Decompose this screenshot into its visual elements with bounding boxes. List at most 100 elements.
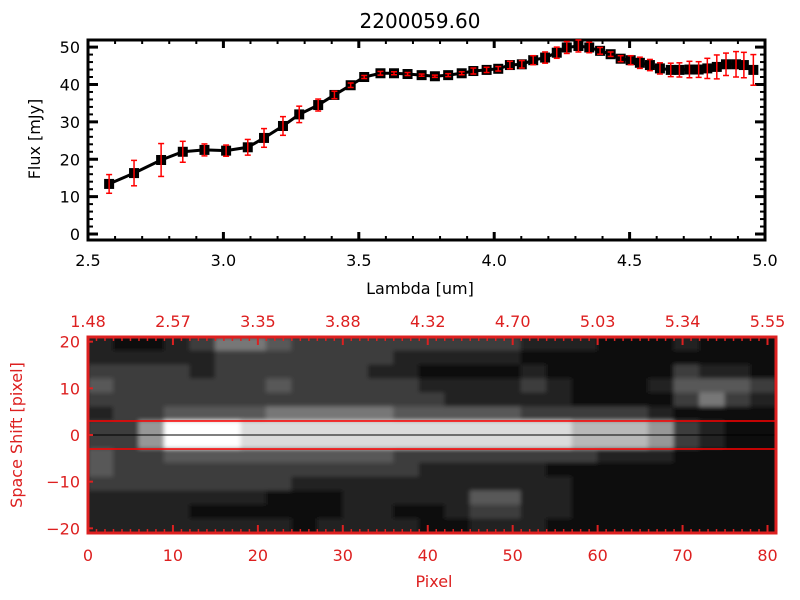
heatmap-cell <box>699 490 726 506</box>
error-bar <box>261 127 268 149</box>
heatmap-cell <box>597 364 624 380</box>
heatmap-cell <box>520 364 548 380</box>
heatmap-cell <box>571 406 599 422</box>
error-bar <box>404 71 411 77</box>
heatmap-cell <box>138 448 165 464</box>
top-x-tick-label: 4.32 <box>410 312 446 331</box>
heatmap-cell <box>342 337 369 352</box>
heatmap-cell <box>495 350 522 366</box>
heatmap-cell <box>163 350 191 366</box>
heatmap-cell <box>112 448 140 464</box>
heatmap-cell <box>265 476 293 492</box>
heatmap-cell <box>622 434 650 450</box>
heatmap-cell <box>699 337 726 352</box>
heatmap-cell <box>622 504 650 520</box>
heatmap-cell <box>88 518 114 533</box>
bottom-x-axis-label: Pixel <box>415 572 452 591</box>
heatmap-cell <box>240 490 267 506</box>
heatmap-cell <box>265 518 293 533</box>
heatmap-cell <box>214 462 242 478</box>
heatmap-cell <box>265 364 293 380</box>
heatmap-cell <box>520 490 548 506</box>
heatmap-cell <box>342 518 369 533</box>
heatmap-cell <box>367 420 395 436</box>
heatmap-cell <box>367 378 395 394</box>
heatmap-cell <box>622 378 650 394</box>
heatmap-cell <box>393 518 420 533</box>
heatmap-cell <box>469 378 497 394</box>
error-bar <box>530 54 537 66</box>
heatmap-cell <box>597 518 624 533</box>
heatmap-cell <box>163 448 191 464</box>
top-x-tick-label: 1.48 <box>70 312 106 331</box>
heatmap-cell <box>342 420 369 436</box>
heatmap-cell <box>88 490 114 506</box>
heatmap-cell <box>316 434 344 450</box>
error-bar <box>244 138 251 156</box>
heatmap-cell <box>163 504 191 520</box>
heatmap-cell <box>88 337 114 352</box>
heatmap-cell <box>750 337 776 352</box>
heatmap-cell <box>750 350 776 366</box>
heatmap-cell <box>546 462 573 478</box>
heatmap-cell <box>138 518 165 533</box>
x-tick-label: 30 <box>333 546 353 565</box>
heatmap-cell <box>214 406 242 422</box>
x-tick-label: 40 <box>418 546 438 565</box>
heatmap-cell <box>520 518 548 533</box>
heatmap-cell <box>342 392 369 408</box>
top-x-tick-label: 5.03 <box>580 312 616 331</box>
heatmap-cell <box>367 476 395 492</box>
heatmap-cell <box>571 350 599 366</box>
error-bar <box>586 41 593 54</box>
heatmap-cell <box>520 420 548 436</box>
heatmap-cell <box>163 476 191 492</box>
heatmap-cell <box>495 504 522 520</box>
heatmap-cell <box>316 364 344 380</box>
error-bar <box>179 140 186 163</box>
x-tick-label: 10 <box>163 546 183 565</box>
heatmap-cell <box>138 490 165 506</box>
heatmap-cell <box>495 490 522 506</box>
x-tick-label: 0 <box>83 546 93 565</box>
heatmap-cell <box>469 392 497 408</box>
error-bar <box>713 54 720 80</box>
heatmap-cell <box>112 350 140 366</box>
x-tick-label: 80 <box>757 546 777 565</box>
heatmap-cell <box>673 420 701 436</box>
heatmap-cell <box>597 490 624 506</box>
x-tick-label: 3.0 <box>211 251 236 270</box>
heatmap-cell <box>240 350 267 366</box>
heatmap-cell <box>342 476 369 492</box>
heatmap-cell <box>495 392 522 408</box>
error-bar <box>695 60 702 79</box>
heatmap-cell <box>750 392 776 408</box>
heatmap-cell <box>214 504 242 520</box>
heatmap-cell <box>648 350 675 366</box>
heatmap-cell <box>495 337 522 352</box>
heatmap-cell <box>189 364 216 380</box>
heatmap-cell <box>240 378 267 394</box>
top-x-tick-label: 4.70 <box>495 312 531 331</box>
heatmap-cell <box>138 350 165 366</box>
heatmap-cell <box>724 518 752 533</box>
error-bar <box>470 67 477 75</box>
error-bar <box>656 62 663 75</box>
heatmap-cell <box>163 490 191 506</box>
heatmap-cell <box>393 420 420 436</box>
heatmap-cell <box>699 392 726 408</box>
heatmap-cell <box>444 434 471 450</box>
error-bar <box>667 62 674 78</box>
heatmap-cell <box>291 504 318 520</box>
heatmap-cell <box>418 448 446 464</box>
heatmap-cell <box>291 350 318 366</box>
y-tick-label: −10 <box>46 473 80 492</box>
heatmap-cell <box>571 378 599 394</box>
error-bar <box>740 51 747 79</box>
heatmap-cell <box>163 378 191 394</box>
heatmap-cell <box>163 434 191 450</box>
heatmap-cell <box>316 504 344 520</box>
heatmap-cell <box>88 364 114 380</box>
heatmap-cell <box>214 392 242 408</box>
x-tick-label: 2.5 <box>75 251 100 270</box>
